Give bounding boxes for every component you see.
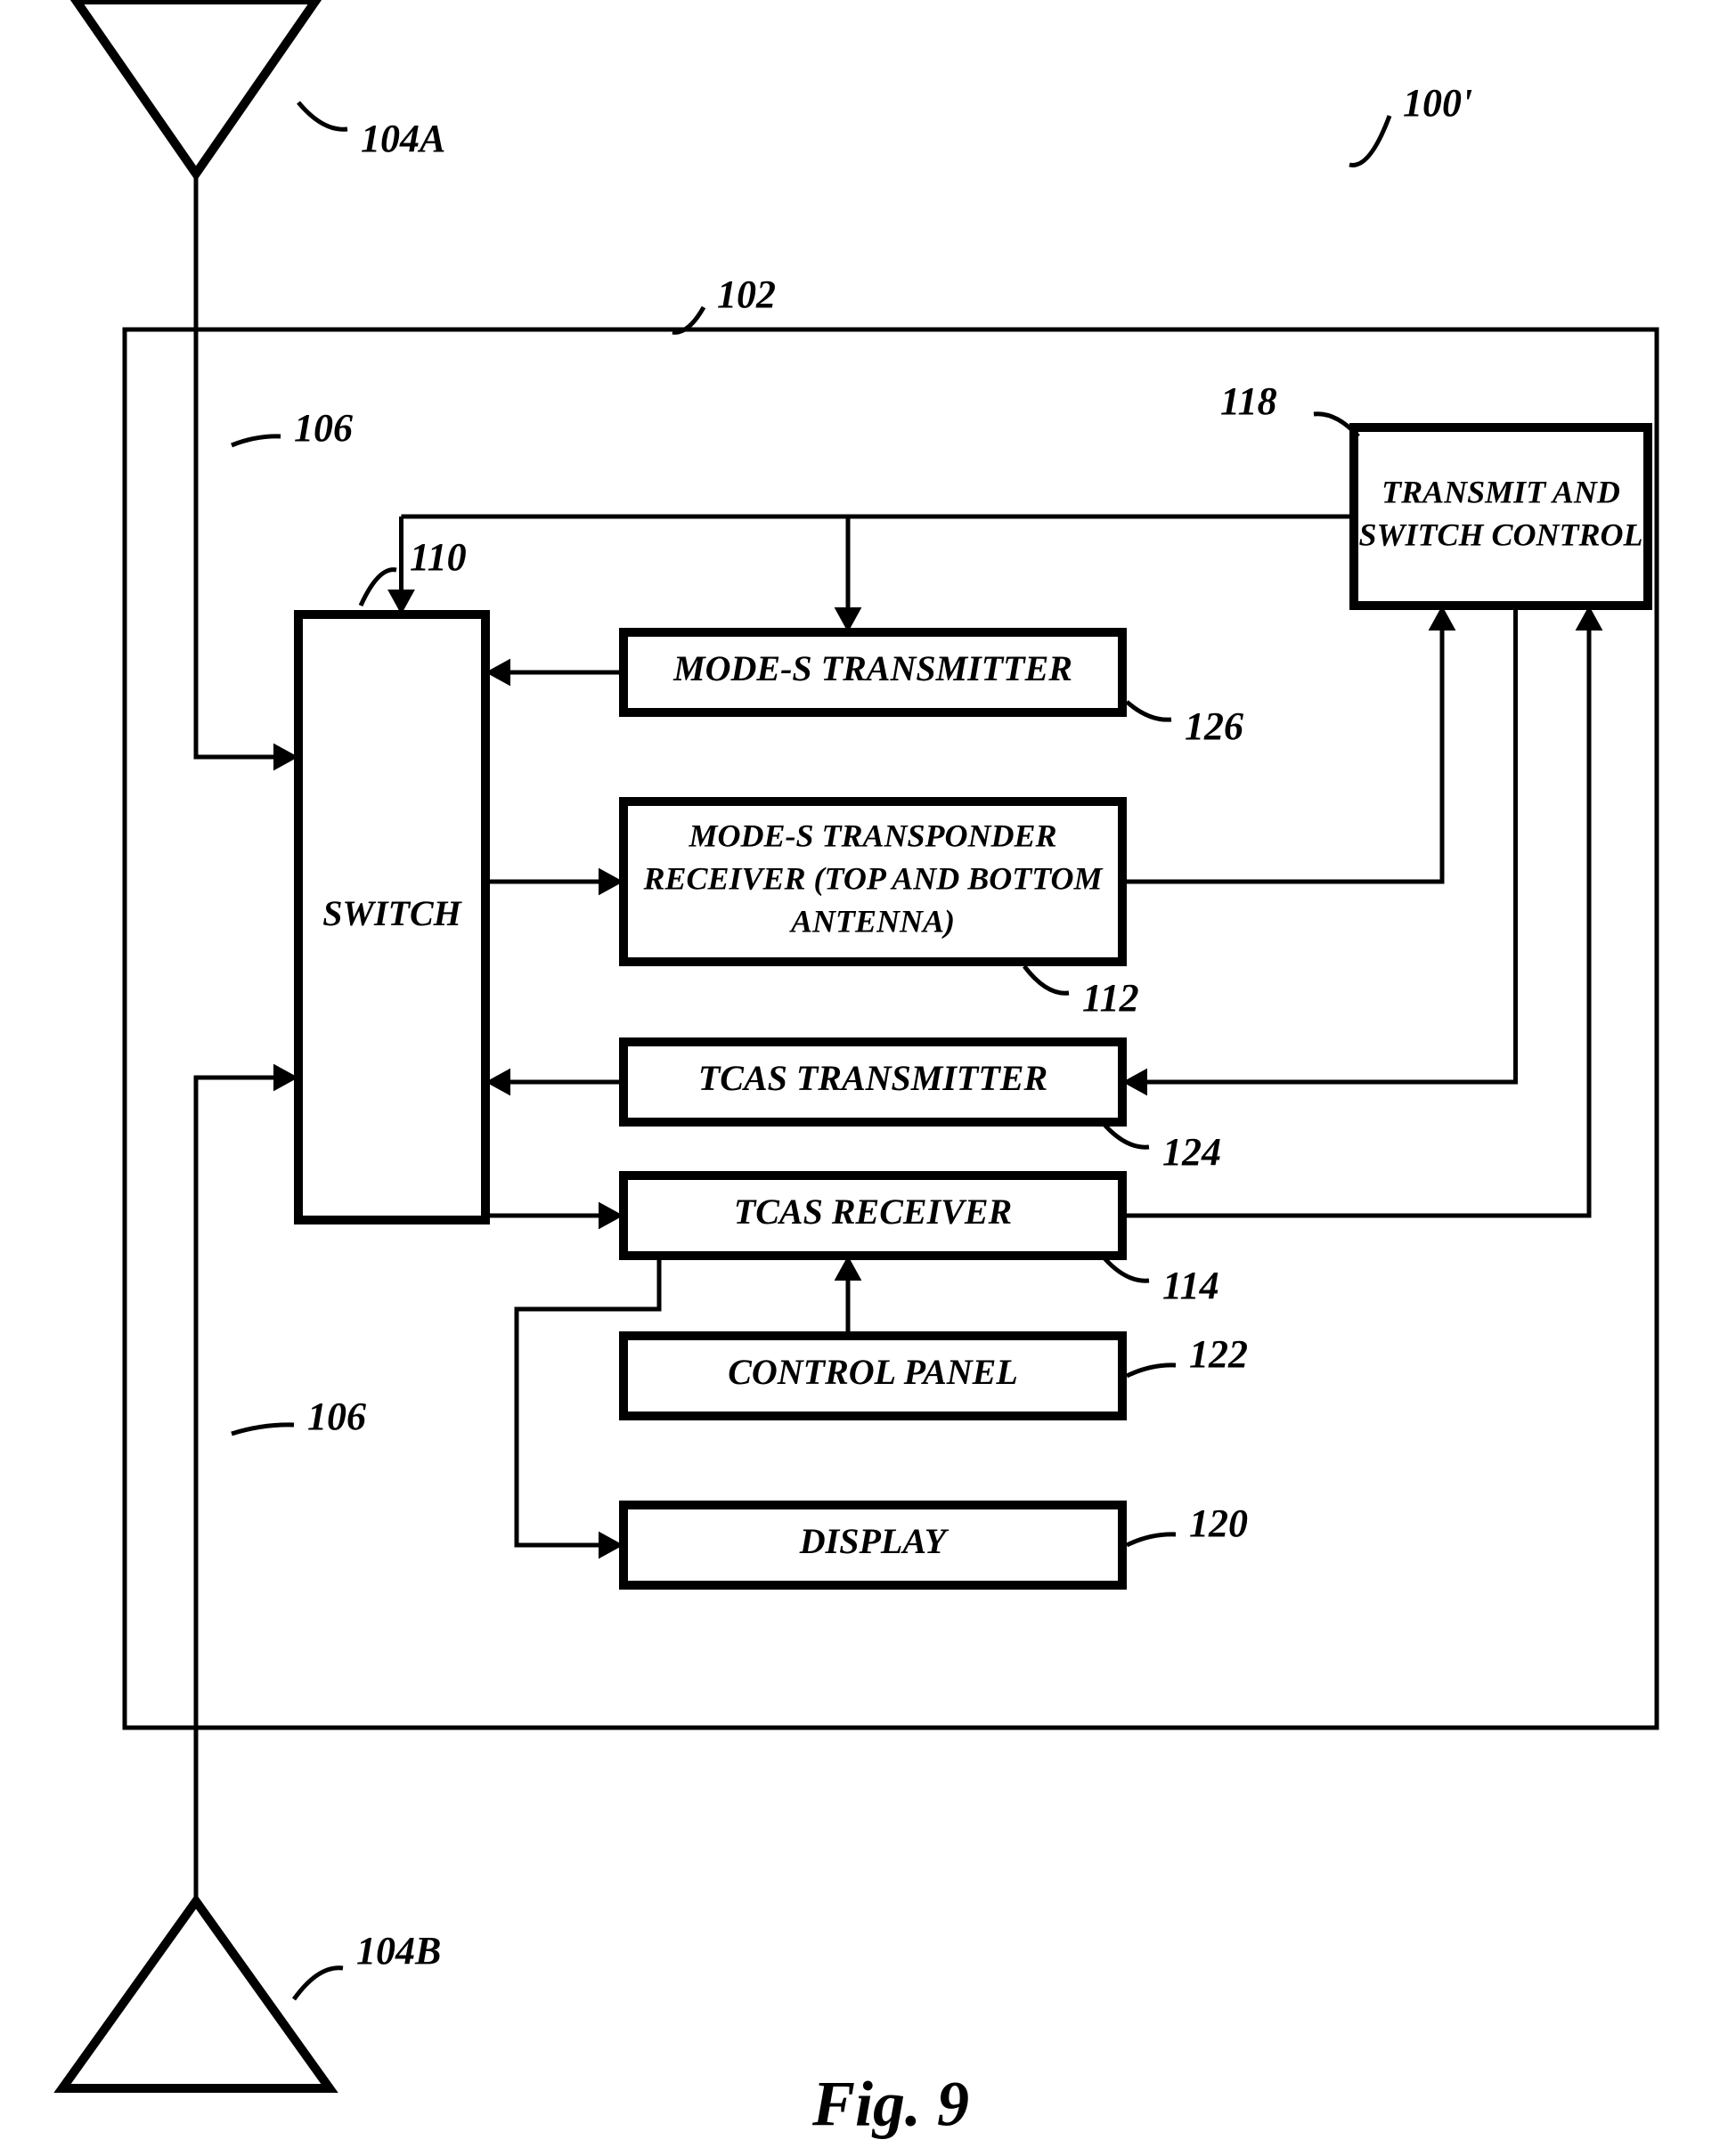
svg-text:110: 110 [410,535,467,579]
svg-text:Fig. 9: Fig. 9 [811,2069,969,2140]
svg-text:MODE-S TRANSPONDER: MODE-S TRANSPONDER [688,818,1056,853]
svg-text:ANTENNA): ANTENNA) [789,903,955,939]
svg-text:SWITCH CONTROL: SWITCH CONTROL [1358,517,1642,552]
svg-text:RECEIVER (TOP AND BOTTOM: RECEIVER (TOP AND BOTTOM [642,860,1104,896]
svg-text:MODE-S TRANSMITTER: MODE-S TRANSMITTER [672,648,1072,688]
svg-text:104B: 104B [356,1929,441,1973]
svg-text:122: 122 [1189,1332,1248,1376]
svg-text:118: 118 [1220,379,1277,423]
svg-text:126: 126 [1185,704,1243,748]
svg-text:DISPLAY: DISPLAY [799,1521,950,1561]
svg-text:102: 102 [717,273,776,316]
svg-text:TCAS TRANSMITTER: TCAS TRANSMITTER [698,1058,1047,1098]
svg-text:CONTROL PANEL: CONTROL PANEL [728,1352,1018,1392]
svg-text:120: 120 [1189,1501,1248,1545]
svg-text:106: 106 [307,1395,366,1438]
svg-text:112: 112 [1082,976,1139,1020]
svg-text:TCAS RECEIVER: TCAS RECEIVER [734,1192,1012,1232]
svg-text:106: 106 [294,406,353,450]
svg-text:114: 114 [1162,1264,1219,1307]
svg-text:104A: 104A [361,117,445,160]
svg-text:SWITCH: SWITCH [322,893,462,933]
svg-text:TRANSMIT AND: TRANSMIT AND [1381,474,1620,509]
svg-text:124: 124 [1162,1130,1221,1174]
svg-text:100': 100' [1403,81,1472,125]
